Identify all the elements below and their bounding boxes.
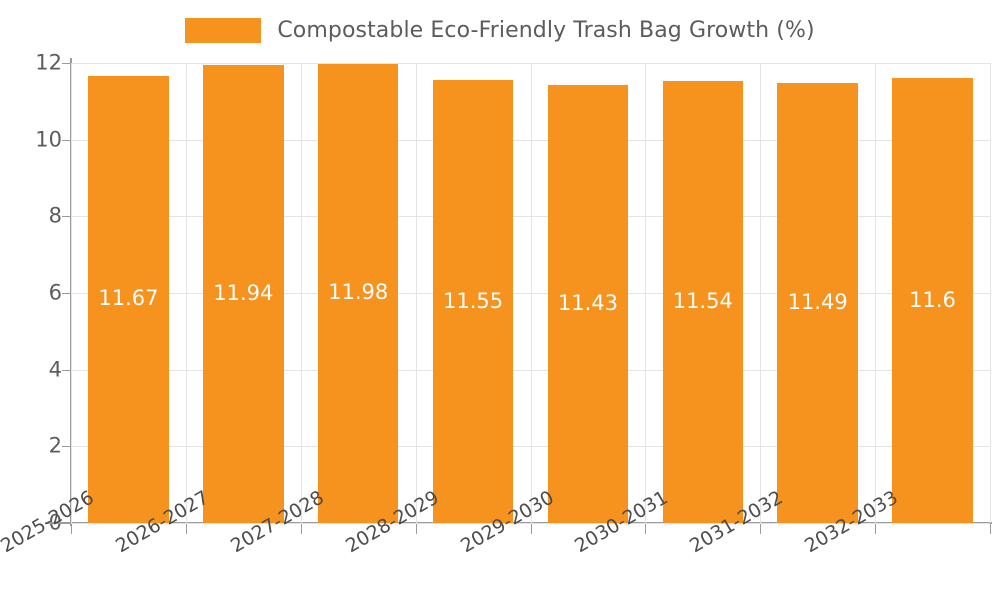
x-gridline (185, 63, 187, 523)
bar-value-label: 11.49 (787, 289, 848, 314)
y-tick-label: 8 (48, 203, 62, 228)
x-gridline (875, 63, 877, 523)
x-tick-mark (300, 524, 302, 534)
x-gridline (415, 63, 417, 523)
y-tick-label: 6 (48, 280, 62, 305)
x-tick-mark (185, 524, 187, 534)
x-gridline (645, 63, 647, 523)
bar-value-label: 11.98 (328, 280, 389, 305)
x-tick-mark (990, 524, 991, 534)
x-tick-mark (760, 524, 762, 534)
y-tick-label: 10 (35, 127, 62, 152)
x-tick-mark (530, 524, 532, 534)
bar-value-label: 11.43 (557, 290, 618, 315)
x-tick-mark (875, 524, 877, 534)
x-tick-mark (71, 524, 72, 534)
bar-value-label: 11.55 (442, 288, 504, 313)
bar[interactable]: 11.98 (317, 63, 399, 523)
x-gridline (990, 63, 991, 523)
bar[interactable]: 11.94 (203, 65, 284, 523)
bar[interactable]: 11.6 (892, 78, 973, 523)
plot-area: 11.67 11.94 11.98 11.55 11.43 11.54 11.49 11.6 (71, 63, 991, 524)
x-gridline (530, 63, 532, 523)
y-tick-mark (62, 293, 71, 294)
y-tick-mark (62, 369, 71, 371)
y-tick-mark (62, 216, 71, 218)
y-tick-mark (62, 446, 71, 448)
y-tick-mark (62, 139, 71, 141)
legend-label: Compostable Eco-Friendly Trash Bag Growt… (277, 17, 815, 43)
y-tick-label: 12 (35, 50, 62, 75)
y-gridline (71, 523, 990, 524)
x-gridline (71, 63, 72, 523)
x-gridline (760, 63, 762, 523)
bar[interactable]: 11.54 (662, 80, 743, 523)
bar-value-label: 11.54 (672, 288, 733, 313)
bar-value-label: 11.94 (213, 281, 274, 306)
bar[interactable]: 11.55 (432, 80, 514, 523)
x-gridline (300, 63, 302, 523)
y-tick-label: 4 (48, 357, 62, 382)
bar-value-label: 11.6 (909, 287, 956, 312)
bar-value-label: 11.67 (98, 286, 159, 311)
bar[interactable]: 11.49 (777, 82, 858, 523)
x-tick-mark (415, 524, 417, 534)
legend-color-swatch (185, 17, 262, 43)
chart-legend[interactable]: Compostable Eco-Friendly Trash Bag Growt… (0, 10, 1000, 50)
bar[interactable]: 11.43 (547, 84, 629, 523)
y-tick-mark (62, 63, 71, 64)
x-tick-mark (645, 524, 647, 534)
bar[interactable]: 11.67 (88, 75, 169, 523)
y-axis: 0 2 4 6 8 10 12 (0, 0, 71, 600)
y-tick-label: 2 (48, 433, 62, 458)
